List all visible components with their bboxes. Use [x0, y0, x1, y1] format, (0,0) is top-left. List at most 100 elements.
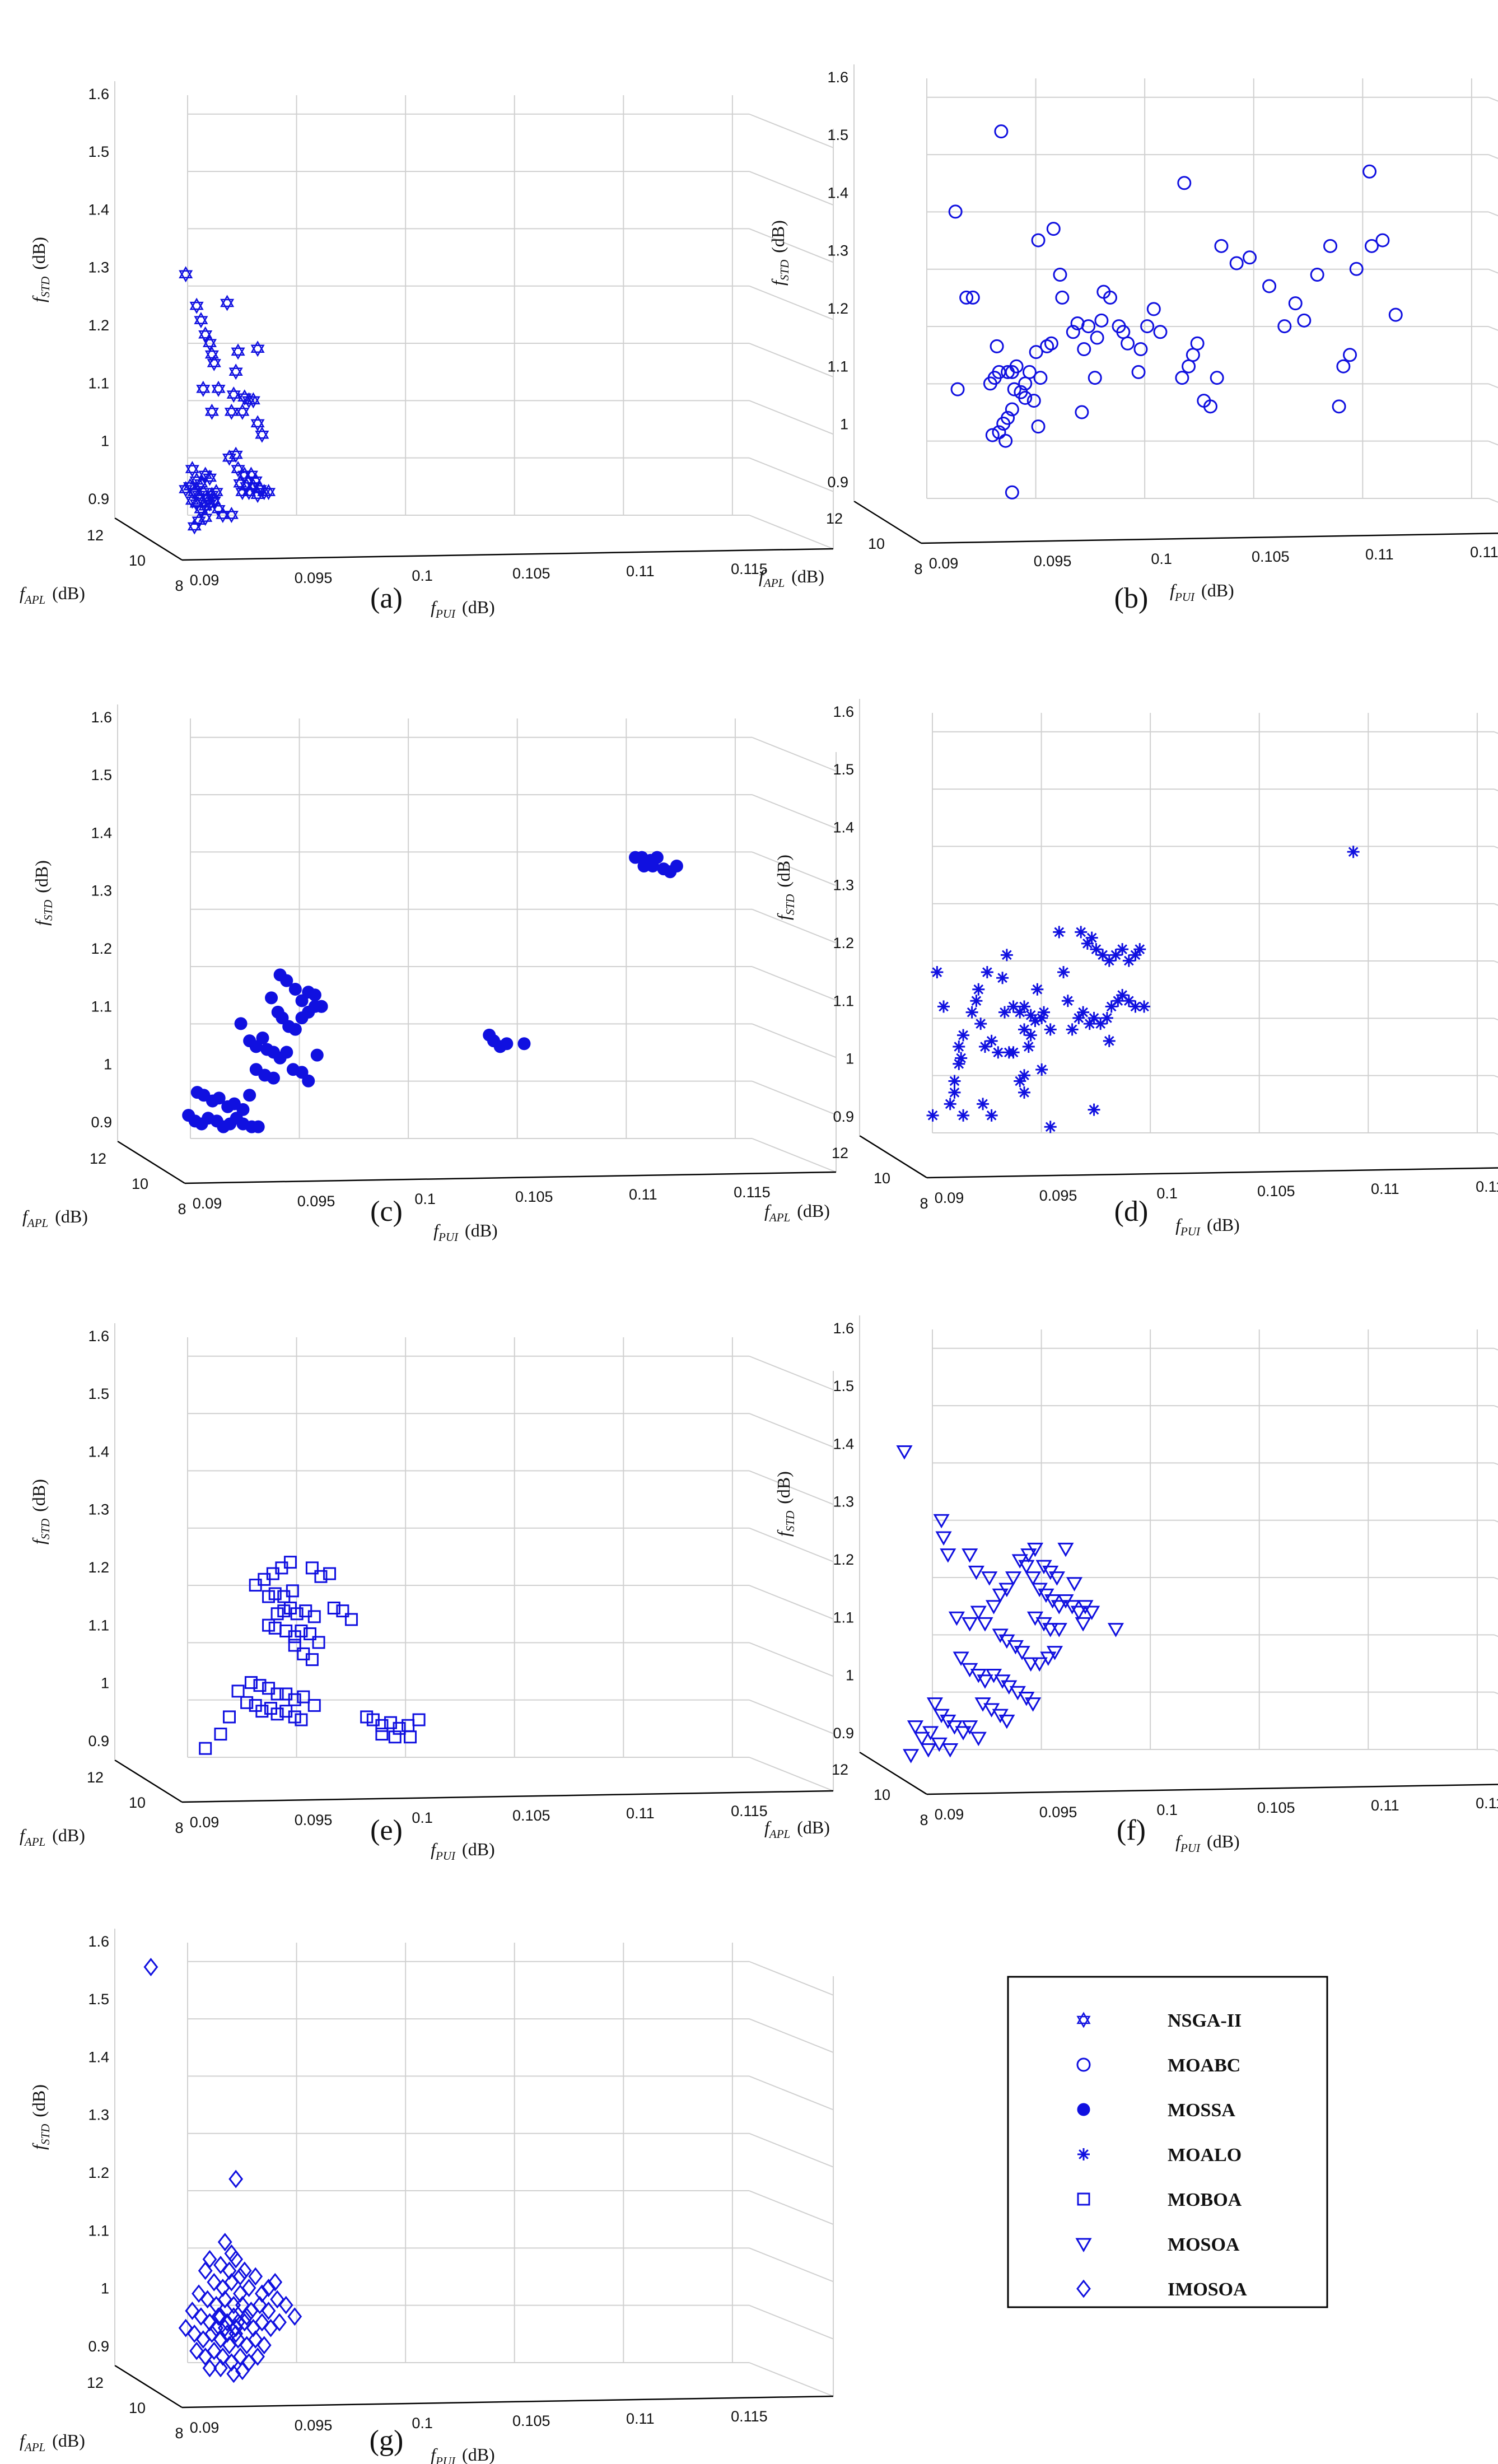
x-tick-label: 0.095: [295, 1812, 333, 1828]
data-point: [295, 1624, 308, 1637]
y-axis-title: fAPL (dB): [22, 1206, 88, 1230]
data-point: [1210, 371, 1224, 385]
grid-side: [749, 1355, 834, 1390]
grid-side: [1494, 1634, 1498, 1637]
data-point: [1046, 1646, 1063, 1660]
y-axis-title: fAPL (dB): [764, 1817, 830, 1841]
z-tick-label: 1.1: [833, 1609, 854, 1626]
data-point: [204, 403, 219, 420]
grid-side: [749, 515, 834, 549]
z-tick-label: 1.4: [88, 1443, 109, 1460]
data-point: [226, 2364, 241, 2383]
data-points-d: [926, 846, 1360, 1133]
z-tick-label: 1.3: [88, 2107, 109, 2124]
z-tick-label: 1: [101, 2280, 109, 2297]
data-point: [207, 2272, 222, 2292]
x-axis-line: [181, 2395, 834, 2409]
data-point: [253, 2295, 267, 2314]
data-point: [1000, 949, 1013, 962]
data-point: [1051, 1600, 1067, 1614]
data-point: [1022, 365, 1037, 379]
grid-side: [749, 2075, 834, 2111]
grid-side: [1494, 1691, 1498, 1695]
data-point: [288, 1023, 302, 1036]
chart-panel-a: 0.9 1 1.1 1.2 1.3 1.4 1.5 1.6 0.09 0.095 0.1 0.105 0…: [20, 81, 834, 620]
x-tick-label: 0.1: [412, 567, 433, 584]
y-tick-label: 8: [920, 1812, 928, 1828]
z-tick-label: 0.9: [88, 491, 109, 507]
data-point: [1018, 1000, 1031, 1013]
data-point: [295, 994, 309, 1007]
x-tick-label: 0.115: [1470, 544, 1498, 561]
data-point: [920, 1743, 937, 1758]
data-point: [931, 966, 944, 979]
data-point: [253, 1679, 267, 1692]
data-point: [1044, 336, 1058, 351]
data-point: [937, 1000, 950, 1013]
data-point: [957, 1029, 970, 1042]
x-axis-title: fPUI (dB): [1175, 1831, 1240, 1855]
z-tick-label: 1: [101, 1675, 109, 1692]
z-axis-title: fSTD(dB): [773, 1471, 797, 1537]
z-tick-label: 1.3: [88, 259, 109, 276]
data-point: [1103, 1034, 1116, 1047]
grid-side: [752, 1138, 837, 1173]
z-tick-label: 1.2: [833, 1551, 854, 1568]
data-point: [1061, 995, 1074, 1007]
data-point: [222, 2261, 237, 2280]
x-tick-label: 0.105: [512, 2412, 550, 2429]
x-tick-label: 0.09: [190, 2419, 220, 2436]
z-tick-label: 1.4: [88, 201, 109, 218]
legend-item-moalo: MOALO: [1077, 2145, 1242, 2166]
data-point: [1005, 485, 1019, 500]
x-tick-label: 0.095: [295, 2417, 333, 2434]
x-tick-label: 0.11: [629, 1186, 657, 1203]
y-tick-label: 12: [832, 1145, 848, 1161]
data-point: [965, 290, 980, 305]
legend-label: MOALO: [1168, 2145, 1242, 2166]
data-point: [261, 2302, 276, 2320]
caption-a: (a): [370, 582, 403, 614]
caption-f: (f): [1117, 1814, 1146, 1846]
data-point: [178, 2318, 193, 2337]
data-point: [217, 2318, 232, 2337]
data-point: [256, 2336, 272, 2355]
x-tick-label: 0.11: [1365, 546, 1394, 563]
grid-side: [749, 1642, 834, 1677]
x-tick-label: 0.095: [295, 570, 333, 586]
z-tick-label: 1.6: [833, 703, 854, 720]
x-tick-label: 0.09: [190, 572, 220, 589]
z-tick-label: 1.3: [91, 883, 112, 899]
data-point: [1040, 339, 1054, 353]
legend-item-moboa: MOBOA: [1077, 2190, 1242, 2210]
data-point: [1388, 307, 1403, 322]
data-point: [1107, 1623, 1124, 1637]
grid-side: [1494, 1405, 1498, 1408]
data-point: [231, 2330, 245, 2349]
y-tick-label: 10: [874, 1786, 890, 1803]
x-axis-title: fPUI (dB): [431, 1839, 495, 1863]
data-point: [1140, 319, 1155, 334]
z-tick-label: 1.6: [88, 1933, 109, 1950]
data-point: [1375, 233, 1390, 248]
data-point: [977, 1098, 990, 1110]
data-point: [202, 335, 217, 352]
data-point: [903, 1749, 920, 1763]
data-point: [1075, 405, 1089, 419]
chart-panel-d: 0.9 1 1.1 1.2 1.3 1.4 1.5 1.6 0.09 0.095 0.1 0.105 0…: [764, 699, 1498, 1238]
data-point: [231, 343, 245, 360]
data-point: [224, 507, 239, 524]
y-tick-label: 8: [175, 577, 183, 594]
data-point: [1033, 371, 1048, 385]
data-point: [1096, 284, 1111, 299]
data-point: [1131, 365, 1146, 379]
data-point: [1044, 1023, 1057, 1036]
data-point: [1026, 394, 1041, 408]
data-point: [1057, 1542, 1074, 1557]
data-point: [1094, 313, 1109, 328]
data-point: [944, 1098, 956, 1110]
data-point: [948, 1075, 961, 1088]
data-point: [231, 1684, 245, 1698]
y-axis-title: fAPL (dB): [759, 566, 824, 590]
